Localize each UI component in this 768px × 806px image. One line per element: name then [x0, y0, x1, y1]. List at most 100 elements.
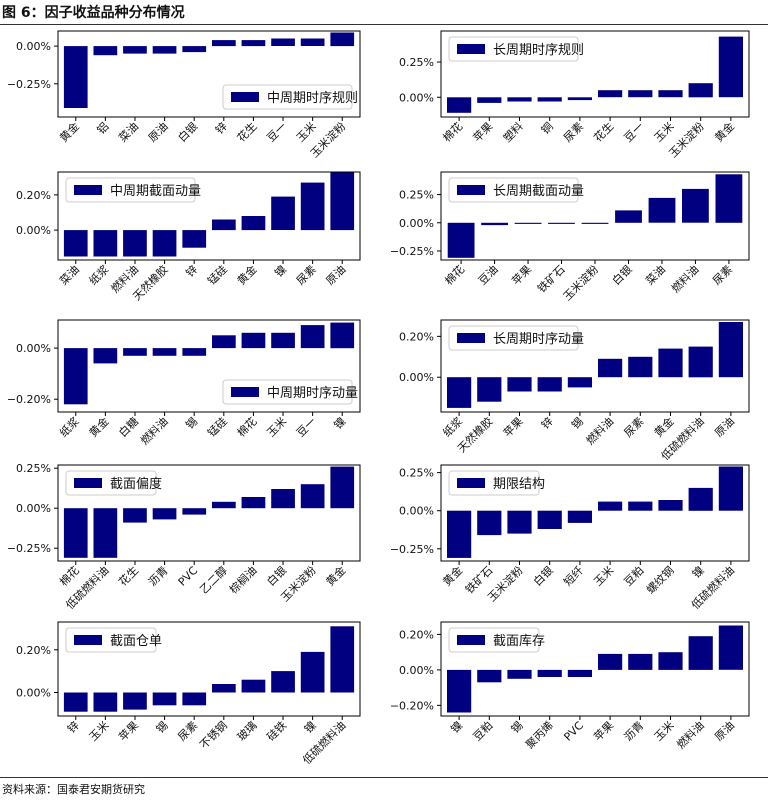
- y-tick-label: 0.00%: [399, 217, 434, 230]
- x-tick-label: 锡: [183, 414, 201, 432]
- legend: 中周期时序规则: [222, 84, 358, 110]
- bar: [63, 230, 88, 257]
- x-tick-label: 棉花: [234, 414, 259, 439]
- x-tick-label: 尿素: [561, 120, 586, 145]
- x-tick-label: 黄金: [86, 414, 111, 439]
- x-tick-label: 纸浆: [56, 414, 81, 439]
- bar: [548, 222, 575, 224]
- legend-box: [222, 84, 353, 110]
- legend-swatch: [457, 333, 485, 343]
- bar: [152, 692, 177, 706]
- x-tick-label: 玉米: [652, 719, 677, 744]
- bar: [241, 332, 266, 349]
- x-tick-label: 苹果: [116, 718, 141, 743]
- bar: [688, 487, 713, 511]
- legend-label: 中周期截面动量: [110, 184, 201, 199]
- bar: [615, 210, 642, 223]
- bar: [628, 501, 653, 511]
- legend-swatch: [457, 635, 485, 645]
- y-tick-label: 0.00%: [16, 502, 51, 515]
- bar: [682, 188, 709, 223]
- bar: [567, 377, 592, 388]
- bar: [152, 230, 177, 257]
- legend-box: [65, 177, 196, 203]
- bar: [212, 40, 236, 47]
- x-tick-label: 铝: [94, 119, 112, 137]
- x-tick-label: 纸浆: [440, 414, 465, 439]
- bar: [330, 466, 355, 509]
- bar: [658, 348, 683, 378]
- x-tick-label: 豆一: [264, 120, 289, 145]
- y-tick-label: 0.20%: [399, 628, 434, 641]
- x-tick-label: 锡: [153, 718, 171, 736]
- chart-panel: 0.20%0.00%锌 玉米 苹果锡尿素不锈钢 玻璃 硅铁 镍低硫燃料油截面仓单: [16, 621, 361, 767]
- y-tick-label: 0.20%: [399, 330, 434, 343]
- x-tick-label: 黄金: [712, 119, 737, 144]
- bar: [271, 38, 295, 46]
- legend-label: 长周期时序动量: [493, 332, 584, 347]
- chart-panel: 0.00% −0.20% 纸浆 黄金 白糖燃料油锡锰硅 棉花 玉米 豆一 镍 中周期时序动量: [7, 319, 361, 447]
- bar: [152, 46, 177, 54]
- bar: [477, 669, 502, 683]
- x-tick-label: 燃料油: [668, 262, 701, 295]
- legend-box: [448, 36, 579, 62]
- bar: [718, 625, 743, 670]
- x-tick-label: 黄金: [323, 563, 348, 588]
- legend-swatch: [74, 478, 102, 488]
- source-note: 资料来源：国泰君安期货研究: [2, 783, 145, 796]
- plot-frame: [57, 621, 361, 717]
- bar: [514, 222, 542, 224]
- x-tick-label: 棕榈油: [226, 563, 259, 596]
- bar: [212, 501, 236, 509]
- x-tick-label: 棉花: [442, 262, 467, 287]
- bar: [567, 669, 592, 677]
- legend: 长周期截面动量: [448, 177, 584, 203]
- x-tick-label: 玉米: [264, 415, 289, 440]
- bar: [300, 325, 325, 349]
- bar: [152, 508, 177, 520]
- bar: [477, 377, 502, 402]
- bar: [507, 97, 532, 102]
- bar: [628, 653, 653, 670]
- bar: [241, 40, 266, 47]
- bar: [567, 97, 592, 101]
- bar: [271, 489, 295, 509]
- bar: [300, 38, 325, 46]
- bar: [152, 348, 177, 356]
- bar: [300, 182, 325, 231]
- bar: [537, 377, 562, 392]
- x-tick-label: 苹果: [500, 414, 525, 439]
- x-tick-label: 花生: [591, 119, 616, 144]
- bar: [63, 348, 88, 405]
- x-tick-label: 不锈钢: [197, 719, 230, 752]
- bar: [718, 36, 743, 98]
- legend-box: [448, 470, 540, 496]
- x-tick-label: 锌: [212, 119, 230, 137]
- x-tick-label: 玻璃: [234, 718, 259, 743]
- x-tick-label: 乙二醇: [197, 563, 230, 596]
- bar: [598, 653, 623, 670]
- y-tick-label: −0.20%: [7, 393, 51, 406]
- x-tick-label: 豆一: [294, 415, 319, 440]
- x-tick-label: 锡: [508, 718, 526, 736]
- x-tick-label: 镍: [271, 262, 289, 280]
- bar: [271, 332, 295, 349]
- bar: [63, 692, 88, 712]
- x-tick-label: 聚丙烯: [523, 719, 556, 752]
- x-tick-label: 锌: [538, 414, 556, 432]
- bar: [567, 510, 592, 523]
- bar: [63, 46, 88, 108]
- legend-label: 长周期时序规则: [493, 43, 584, 58]
- x-tick-label: 燃料油: [583, 414, 616, 447]
- y-tick-label: 0.25%: [399, 189, 434, 202]
- y-tick-label: 0.25%: [399, 467, 434, 480]
- chart-panel: 0.25%0.00%棉花 苹果 塑料铜尿素 花生 豆一 玉米玉米淀粉 黄金长周期时序规则: [399, 30, 750, 160]
- legend: 中周期截面动量: [65, 177, 201, 203]
- plot-frame: [57, 464, 361, 562]
- y-tick-label: −0.20%: [390, 699, 434, 712]
- y-tick-label: 0.20%: [16, 189, 51, 202]
- x-tick-label: 燃料油: [674, 718, 707, 751]
- title-divider: [0, 24, 768, 25]
